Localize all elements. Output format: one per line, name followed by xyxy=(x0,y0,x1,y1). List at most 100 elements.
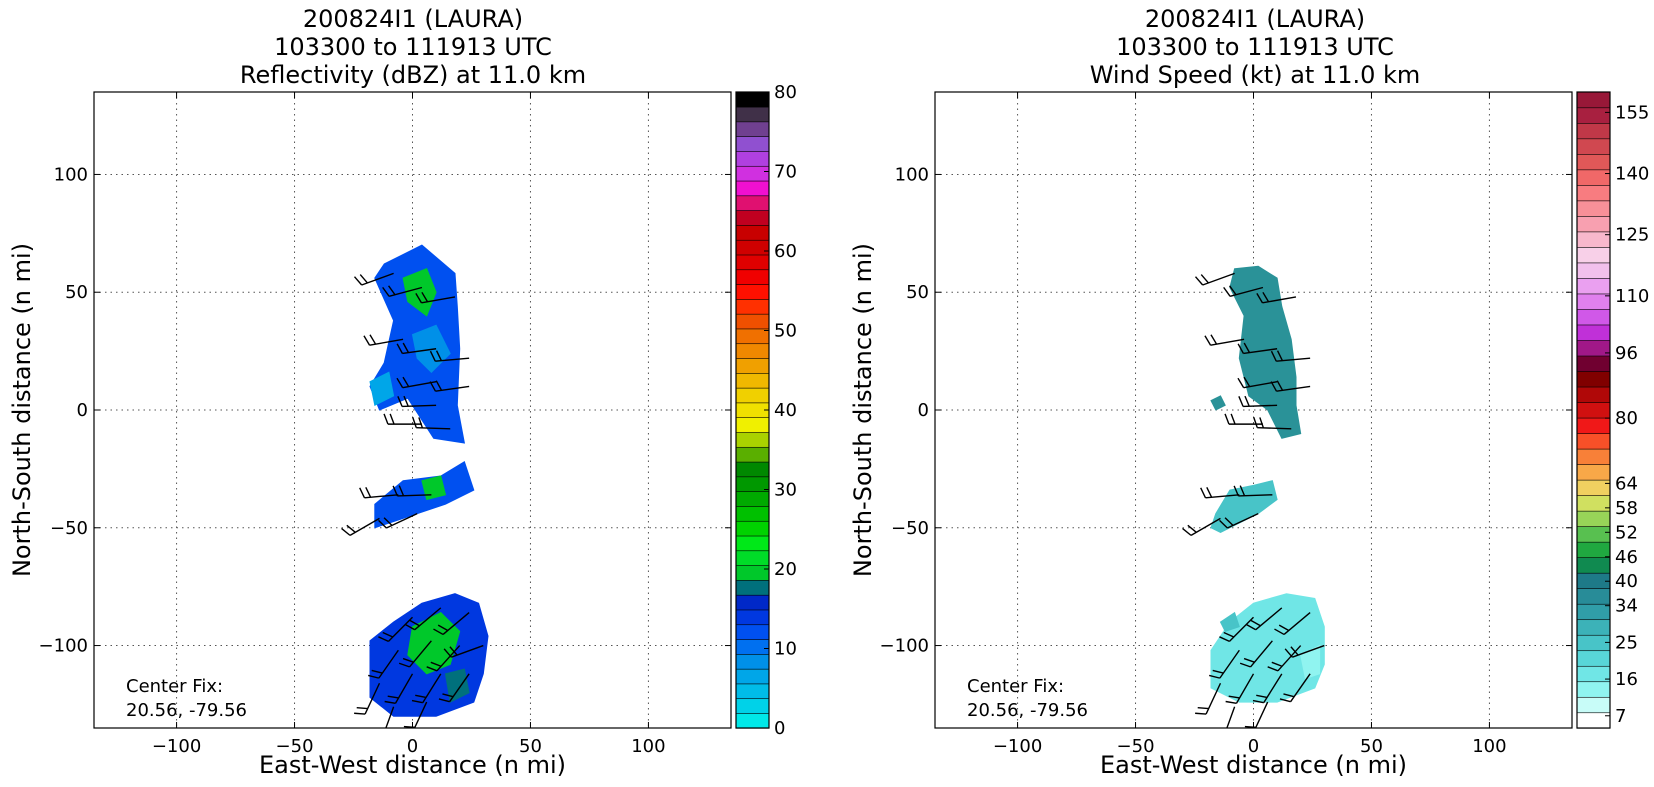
wind-barb-feather xyxy=(429,350,436,362)
colorbar-segment xyxy=(1576,557,1611,574)
colorbar-segment xyxy=(1576,495,1611,512)
colorbar-segment xyxy=(735,150,770,167)
colorbar-tick-label: 64 xyxy=(1615,473,1638,494)
wind-barb xyxy=(378,616,413,642)
x-tick-label: 50 xyxy=(519,736,542,757)
y-axis-label: North-South distance (n mi) xyxy=(8,243,36,577)
colorbar-segment xyxy=(1576,355,1611,372)
wind-barb xyxy=(1200,487,1240,499)
wind-speed-panel: 200824I1 (LAURA)103300 to 111913 UTCWind… xyxy=(849,5,1649,779)
colorbar-segment xyxy=(1576,246,1611,264)
wind-barb-feather xyxy=(1237,343,1245,354)
wind-barb-feather xyxy=(359,487,366,499)
colorbar-segment xyxy=(1576,91,1611,109)
wind-barb-feather xyxy=(1219,636,1230,642)
wind-barb-feather xyxy=(1209,674,1221,679)
wind-barb-feather xyxy=(418,417,424,429)
colorbar-segment xyxy=(735,491,770,507)
wind-barb xyxy=(1245,607,1283,631)
wind-barb xyxy=(363,334,404,346)
wind-barb-feather xyxy=(1262,291,1270,303)
colorbar-segment xyxy=(1576,619,1611,636)
wind-barb-feather xyxy=(1238,396,1244,407)
wind-barb-feather xyxy=(382,286,390,297)
wind-barb-feather xyxy=(1223,286,1231,297)
wind-barb xyxy=(1238,395,1278,408)
wind-barb-feather xyxy=(341,527,351,536)
center-fix-annotation: Center Fix: xyxy=(126,676,223,697)
colorbar-segment xyxy=(1576,200,1611,217)
wind-barb-feather xyxy=(346,524,356,533)
colorbar-segment xyxy=(1576,681,1611,698)
wind-barbs xyxy=(341,272,484,728)
wind-barb xyxy=(1270,380,1311,392)
colorbar-tick-label: 50 xyxy=(774,321,797,342)
colorbar-segment xyxy=(735,683,770,700)
colorbar-tick-label: 7 xyxy=(1615,706,1626,727)
wind-barb-shaft xyxy=(385,706,395,728)
colorbar-segment xyxy=(1576,603,1611,621)
wind-barb-feather xyxy=(397,396,403,407)
colorbar-segment xyxy=(735,505,770,522)
wind-barb-feather xyxy=(396,377,404,388)
wind-barb-feather xyxy=(1182,527,1192,536)
x-tick-label: −50 xyxy=(276,736,314,757)
colorbar-tick-label: 96 xyxy=(1615,343,1638,364)
colorbar-segment xyxy=(735,594,770,611)
wind-barb xyxy=(443,644,484,658)
wind-barb xyxy=(1256,291,1297,304)
x-tick-label: −50 xyxy=(1117,736,1155,757)
wind-barb-feather xyxy=(1283,693,1295,698)
wind-barb-feather xyxy=(402,376,410,387)
wind-barb-feather xyxy=(363,335,371,346)
y-tick-label: 100 xyxy=(54,164,88,185)
colorbar-tick-label: 58 xyxy=(1615,498,1638,519)
wind-barb-feather xyxy=(421,291,429,303)
colorbar-tick-label: 125 xyxy=(1615,225,1649,246)
wind-barb-feather xyxy=(1271,661,1283,667)
wind-barb xyxy=(1253,417,1292,430)
center-fix-annotation: Center Fix: xyxy=(967,676,1064,697)
colorbar-segment xyxy=(1576,122,1611,140)
data-region xyxy=(421,475,447,501)
wind-barb-feather xyxy=(384,700,396,704)
colorbar-segment xyxy=(1576,463,1611,481)
wind-barb-feather xyxy=(412,417,417,428)
colorbar-segment xyxy=(1576,712,1611,729)
wind-barb-feather xyxy=(1230,413,1236,425)
colorbar-segment xyxy=(1576,138,1611,155)
colorbar-segment xyxy=(735,372,770,389)
data-region xyxy=(1210,593,1325,703)
data-region xyxy=(1300,644,1321,680)
colorbar-segment xyxy=(1576,339,1611,357)
y-tick-label: 0 xyxy=(77,400,88,421)
colorbar-segment xyxy=(1576,324,1611,341)
wind-barb-feather xyxy=(1197,707,1209,710)
x-tick-label: 0 xyxy=(1248,736,1259,757)
colorbar-segment xyxy=(735,269,770,285)
colorbar: 7 16 25 34 40 46 52 58 64 80 96 110 125 140 155 xyxy=(1576,91,1649,729)
colorbar-segment xyxy=(1576,277,1611,295)
colorbar-segment xyxy=(1576,370,1611,388)
wind-barb-feather xyxy=(1276,350,1283,361)
colorbar-tick-label: 16 xyxy=(1615,669,1638,690)
colorbar-segment xyxy=(735,565,770,581)
wind-barb-feather xyxy=(1250,619,1261,627)
colorbar-segment xyxy=(735,195,770,211)
colorbar-tick-label: 140 xyxy=(1615,164,1649,185)
wind-barb-feather xyxy=(1253,417,1258,428)
wind-barb xyxy=(1226,706,1236,728)
wind-barb xyxy=(411,673,442,704)
x-tick-label: 100 xyxy=(1472,736,1506,757)
wind-barb xyxy=(429,350,470,362)
wind-barb-feather xyxy=(430,661,442,667)
wind-barb-feather xyxy=(1242,732,1253,733)
wind-barb xyxy=(384,673,414,704)
colorbar-segment xyxy=(735,550,770,566)
colorbar-segment xyxy=(1576,184,1611,202)
wind-barb-feather xyxy=(426,666,438,672)
x-tick-label: 50 xyxy=(1360,736,1383,757)
y-tick-label: 50 xyxy=(65,282,88,303)
wind-barb-feather xyxy=(1270,381,1278,392)
wind-barb-feather xyxy=(442,693,454,698)
